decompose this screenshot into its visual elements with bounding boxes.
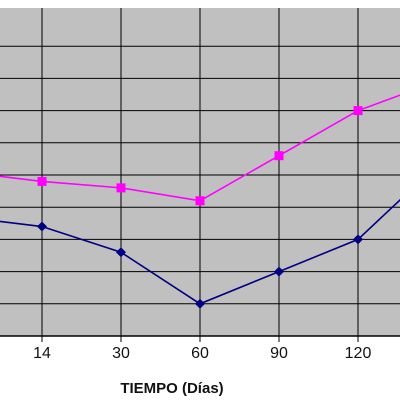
x-tick-label: 120 [345, 345, 372, 362]
data-point-magenta [116, 183, 126, 193]
data-point-navy [353, 234, 363, 245]
vertical-gridlines [41, 8, 359, 336]
x-axis-ticks: 14 30 60 90 120 [33, 336, 371, 362]
data-point-magenta [353, 106, 363, 116]
x-tick-label: 14 [33, 345, 51, 362]
x-tick-label: 90 [270, 345, 288, 362]
data-point-magenta [195, 196, 205, 206]
x-tick-label: 60 [191, 345, 209, 362]
data-point-magenta [274, 151, 284, 161]
data-point-navy [37, 221, 47, 232]
x-axis-title: TIEMPO (Días) [120, 380, 223, 397]
data-point-navy [274, 266, 284, 277]
horizontal-gridlines [0, 45, 400, 305]
data-point-magenta [37, 176, 47, 186]
series-layer [0, 94, 400, 309]
x-tick-label: 30 [112, 345, 130, 362]
data-point-navy [195, 298, 205, 309]
data-point-navy [116, 247, 126, 258]
